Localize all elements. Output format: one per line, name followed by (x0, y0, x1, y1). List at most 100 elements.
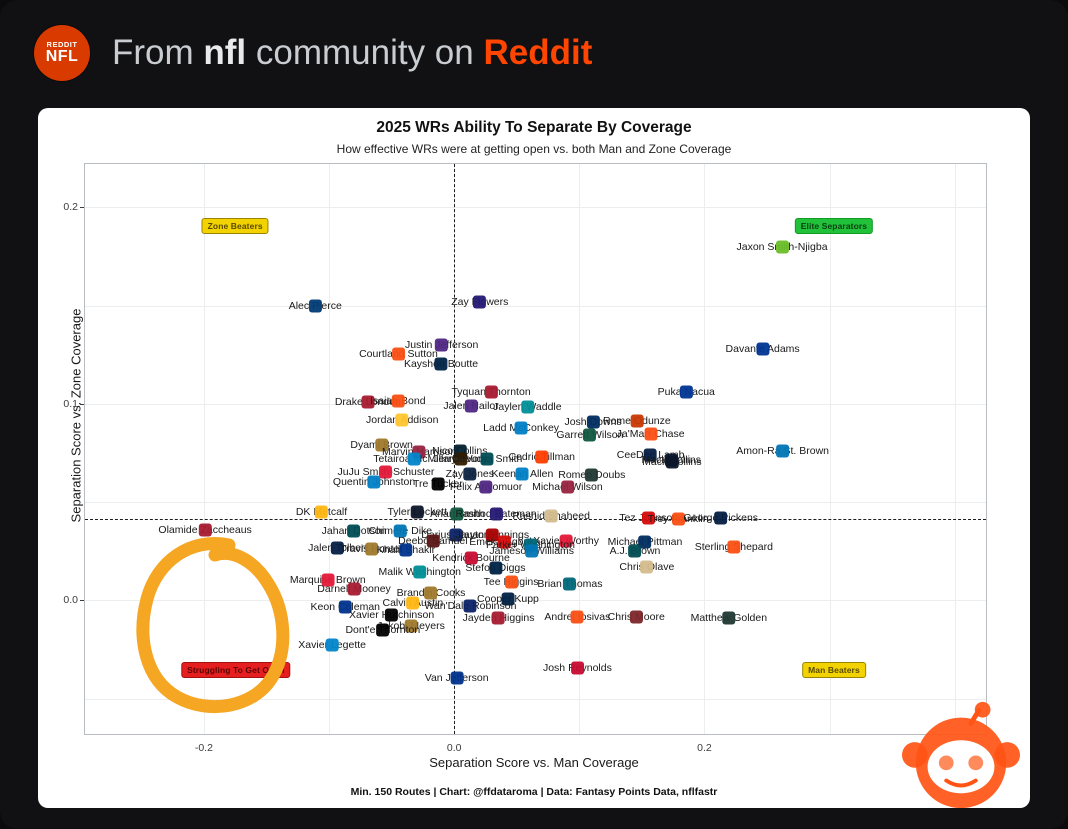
scatter-point: Brian Thomas (537, 577, 602, 591)
scatter-point: Romeo Doubs (558, 468, 626, 482)
scatter-point-label: Travis Hunter (340, 542, 403, 555)
team-logo-marker (464, 399, 478, 413)
quadrant-badge: Elite Separators (794, 217, 874, 234)
team-logo-marker (393, 524, 407, 538)
team-logo-marker (523, 538, 537, 552)
scatter-point-label: Stefon Diggs (465, 561, 526, 574)
scatter-point-label: Puka Nacua (657, 386, 715, 398)
scatter-point-label: Jaxon Smith-Njigba (736, 240, 828, 253)
scatter-point: Sterling Shepard (695, 540, 773, 554)
scatter-point-label: Marquise Brown (289, 573, 366, 586)
scatter-point: Xavier Legette (298, 638, 366, 652)
scatter-point: Van Jefferson (424, 671, 489, 685)
team-logo-marker (498, 535, 512, 549)
post-header: REDDIT NFL From nfl community on Reddit (0, 0, 1068, 106)
scatter-point-label: Chris Olave (619, 560, 675, 573)
x-axis-tick-label: 0.0 (446, 742, 462, 754)
team-logo-marker (722, 611, 736, 625)
team-logo-marker (463, 599, 477, 613)
scatter-point: Jaxon Smith-Njigba (736, 240, 828, 254)
team-logo-marker (585, 468, 599, 482)
team-logo-marker (504, 575, 518, 589)
grid-line-horizontal (85, 305, 986, 307)
headline-prefix: From (112, 33, 204, 72)
scatter-point: Justin Jefferson (404, 338, 479, 352)
team-logo-marker (450, 671, 464, 685)
scatter-point-label: CeeDee Lamb (616, 448, 685, 461)
scatter-point: Stefon Diggs (465, 561, 526, 575)
team-logo-marker (630, 414, 644, 428)
scatter-point: Wan'Dale Robinson (424, 599, 517, 613)
team-logo-marker (559, 534, 573, 548)
team-logo-marker (629, 610, 643, 624)
scatter-point-label: Dont'e Thornton (345, 623, 421, 636)
reference-line-horizontal (85, 518, 986, 520)
grid-line-vertical (954, 164, 956, 734)
scatter-point-label: Olamide Zaccheaus (158, 523, 252, 536)
team-logo-marker (365, 542, 379, 556)
grid-line-horizontal (85, 403, 986, 405)
quadrant-badge: Man Beaters (802, 662, 866, 679)
scatter-point: Tyler Lockett (387, 505, 447, 519)
scatter-point: Davante Adams (726, 342, 800, 356)
scatter-point-label: Malik Washington (378, 565, 461, 578)
reference-line-vertical (454, 164, 456, 734)
chart-subtitle: How effective WRs were at getting open v… (336, 142, 732, 156)
scatter-point: Kendrick Bourne (432, 551, 510, 565)
team-logo-marker (525, 544, 539, 558)
scatter-point-label: Jakobi Meyers (377, 619, 445, 632)
scatter-point: Nico Collins (432, 444, 488, 458)
team-logo-marker (463, 467, 477, 481)
scatter-point-label: Amon-Ra St. Brown (736, 444, 830, 457)
scatter-point: Mack Hollins (642, 453, 701, 467)
x-axis-tick-label: 0.2 (697, 742, 712, 754)
team-logo-marker (727, 540, 741, 554)
team-logo-marker (563, 577, 577, 591)
scatter-point: Jahan Dotson (322, 524, 386, 538)
scatter-point: Tetairoa McMillan (373, 452, 455, 466)
team-logo-marker (399, 543, 413, 557)
scatter-point-label: Tetairoa McMillan (373, 452, 455, 465)
scatter-point: Jalen Tolbert (308, 541, 367, 555)
scatter-point: Calvin Austin (383, 596, 443, 610)
scatter-point: Ja'Marr Chase (617, 427, 685, 441)
team-logo-marker (679, 385, 693, 399)
scatter-point: Quentin Johnston (333, 475, 415, 489)
scatter-point: Michael Wilson (532, 480, 603, 494)
x-axis-tick-label: 0.4 (947, 742, 963, 754)
grid-line-vertical (704, 164, 706, 734)
scatter-point-label: Xavier Legette (298, 638, 366, 651)
scatter-point-label: Mack Hollins (642, 455, 702, 468)
scatter-point-label: A.J. Brown (609, 545, 661, 558)
scatter-point-label: Darius Slayton (421, 529, 490, 542)
scatter-point-label: Jalen Nailor (443, 399, 499, 412)
scatter-point-label: Justin Jefferson (404, 338, 479, 351)
team-logo-marker (514, 421, 528, 435)
team-logo-marker (347, 524, 361, 538)
team-logo-marker (453, 444, 467, 458)
scatter-point-label: Van Jefferson (424, 671, 489, 684)
scatter-point: Kayshon Boutte (404, 357, 478, 371)
team-logo-marker (515, 467, 529, 481)
scatter-point-label: Jauan Jennings (455, 529, 530, 542)
scatter-point: Xavier Worthy (533, 534, 599, 548)
team-logo-marker (453, 452, 467, 466)
team-logo-marker (638, 535, 652, 549)
scatter-point-label: Romeo Doubs (558, 468, 626, 481)
scatter-point-label: Wan'Dale Robinson (424, 600, 517, 613)
scatter-point: Isaiah Bond (370, 394, 426, 408)
scatter-point-label: Keenan Allen (491, 467, 554, 480)
scatter-point: DeVonta Smith (452, 452, 522, 466)
scatter-point: Drake London (335, 395, 401, 409)
scatter-point: Dont'e Thornton (345, 623, 421, 637)
scatter-point-label: Michael Wilson (532, 480, 603, 493)
team-logo-marker (395, 413, 409, 427)
scatter-point-label: Parker Washington (486, 538, 575, 551)
scatter-point: Andrei Iosivas (544, 610, 610, 624)
y-axis-tick-label: 0.2 (63, 201, 84, 214)
scatter-point-label: Jordan Addison (366, 413, 439, 426)
scatter-point: Chimere Dike (369, 524, 432, 538)
scatter-point: Marquise Brown (289, 573, 366, 587)
scatter-point: Puka Nacua (657, 385, 715, 399)
team-logo-marker (628, 544, 642, 558)
